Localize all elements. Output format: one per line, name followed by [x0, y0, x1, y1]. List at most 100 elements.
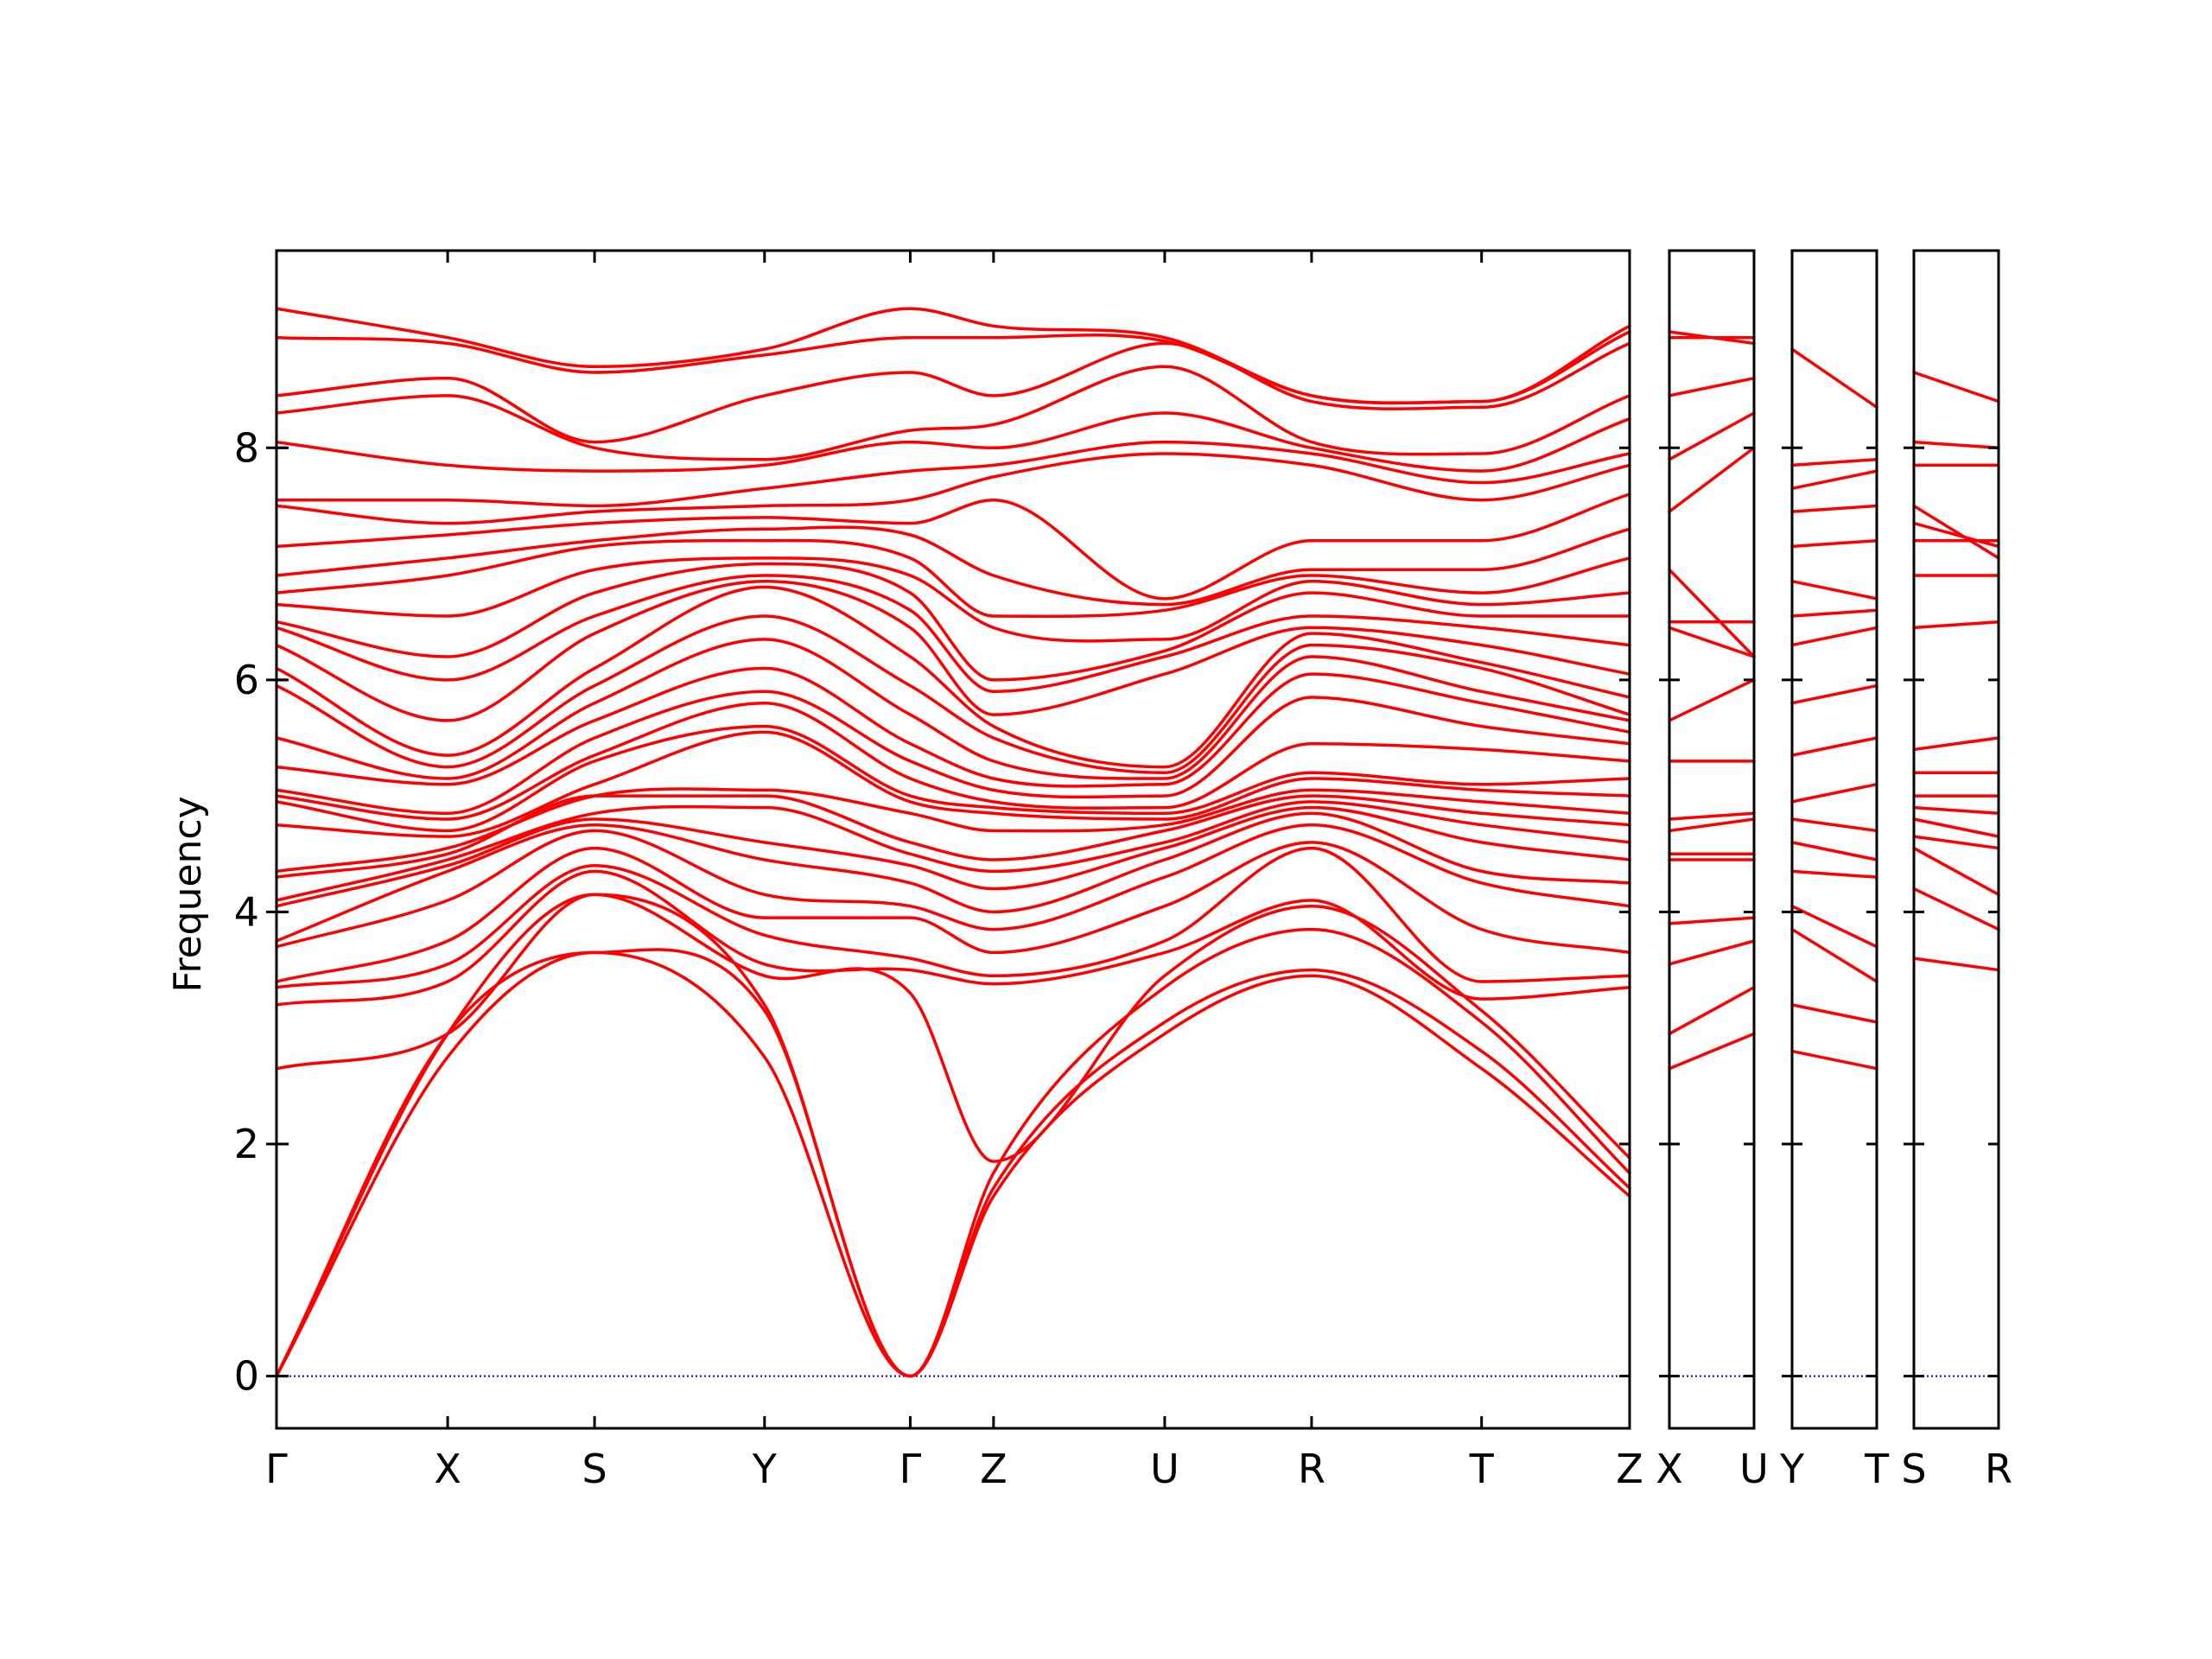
band-line [275, 574, 1631, 694]
band-line [1790, 347, 1878, 410]
x-tick-label: Y [752, 1446, 778, 1492]
band-line [1790, 904, 1878, 949]
band-line [1668, 811, 1756, 821]
band-lines [275, 307, 2000, 1378]
panel-frame [275, 249, 1631, 1430]
band-line [275, 841, 1631, 983]
band-line [275, 579, 1631, 722]
band-line [275, 666, 1631, 788]
band-line [275, 638, 1631, 780]
band-line [275, 800, 1631, 902]
band-line [1668, 568, 1756, 658]
band-line [275, 538, 1631, 618]
band-line [1912, 887, 2000, 931]
panel-frame [1790, 249, 1878, 1430]
x-tick-label: Γ [899, 1446, 922, 1492]
panel-frames [275, 249, 2000, 1430]
band-line [275, 950, 1631, 1378]
band-line [1668, 939, 1756, 966]
band-line [1912, 521, 2000, 549]
band-line [275, 440, 1631, 508]
panel-frame [1668, 249, 1756, 1430]
band-line [1790, 504, 1878, 513]
band-line [275, 787, 1631, 874]
band-line [1790, 782, 1878, 804]
band-line [1912, 957, 2000, 972]
band-line [275, 869, 1631, 1007]
band-line [1668, 1032, 1756, 1071]
band-line [1790, 927, 1878, 983]
band-line [1790, 538, 1878, 549]
band-line [1912, 846, 2000, 897]
band-line [275, 811, 1631, 943]
band-line [1668, 376, 1756, 397]
band-line [275, 614, 1631, 775]
x-tick-label: U [1150, 1446, 1179, 1492]
x-tick-label: R [1298, 1446, 1325, 1492]
band-line [275, 724, 1631, 833]
band-line [1790, 469, 1878, 491]
band-line [275, 585, 1631, 769]
y-tick-label: 2 [234, 1121, 259, 1167]
band-line [1912, 440, 2000, 450]
x-tick-label: T [1864, 1446, 1890, 1492]
band-line [275, 948, 1631, 1378]
band-line [275, 823, 1631, 949]
band-line [1912, 736, 2000, 752]
y-tick-label: 0 [234, 1353, 259, 1400]
band-line [1668, 817, 1756, 833]
band-line [1668, 411, 1756, 461]
band-line [275, 893, 1631, 1378]
band-line [1668, 330, 1756, 346]
band-line [275, 846, 1631, 989]
y-tick-label: 6 [234, 657, 259, 703]
band-line [1790, 608, 1878, 618]
x-tick-label: Γ [265, 1446, 288, 1492]
band-line [1790, 869, 1878, 879]
band-line [275, 730, 1631, 838]
band-line [1790, 817, 1878, 833]
band-line [1668, 678, 1756, 722]
band-line [275, 365, 1631, 461]
x-tick-label: Z [1616, 1446, 1643, 1492]
x-tick-label: R [1985, 1446, 2012, 1492]
y-tick-label: 8 [234, 424, 259, 471]
band-line [1790, 736, 1878, 757]
x-tick-label: S [582, 1446, 607, 1492]
band-line [1668, 626, 1756, 658]
band-line [1668, 916, 1756, 925]
band-line [275, 805, 1631, 908]
band-line [1790, 683, 1878, 705]
band-line [275, 341, 1631, 444]
band-line [1912, 620, 2000, 630]
band-line [275, 307, 1631, 405]
band-line [1790, 626, 1878, 647]
x-tick-label: X [1656, 1446, 1683, 1492]
band-line [1912, 805, 2000, 816]
band-line [1668, 985, 1756, 1036]
band-line [275, 493, 1631, 601]
band-line [1912, 504, 2000, 560]
band-line [1912, 835, 2000, 850]
band-line [1790, 841, 1878, 861]
band-line [275, 525, 1631, 607]
x-tick-label: U [1739, 1446, 1769, 1492]
band-line [275, 701, 1631, 821]
y-axis-label: Frequency [166, 796, 210, 992]
panel-frame [1912, 249, 2000, 1430]
band-line [1668, 446, 1756, 513]
band-line [275, 330, 1631, 404]
band-line [275, 411, 1631, 473]
y-tick-label: 4 [234, 888, 259, 935]
band-line [1790, 579, 1878, 601]
band-line [1912, 371, 2000, 404]
band-line [1790, 457, 1878, 467]
x-tick-label: Z [980, 1446, 1007, 1492]
x-tick-label: S [1901, 1446, 1926, 1492]
x-tick-label: X [434, 1446, 461, 1492]
band-line [1912, 817, 2000, 838]
band-line [275, 556, 1631, 643]
band-line [275, 893, 1631, 1163]
